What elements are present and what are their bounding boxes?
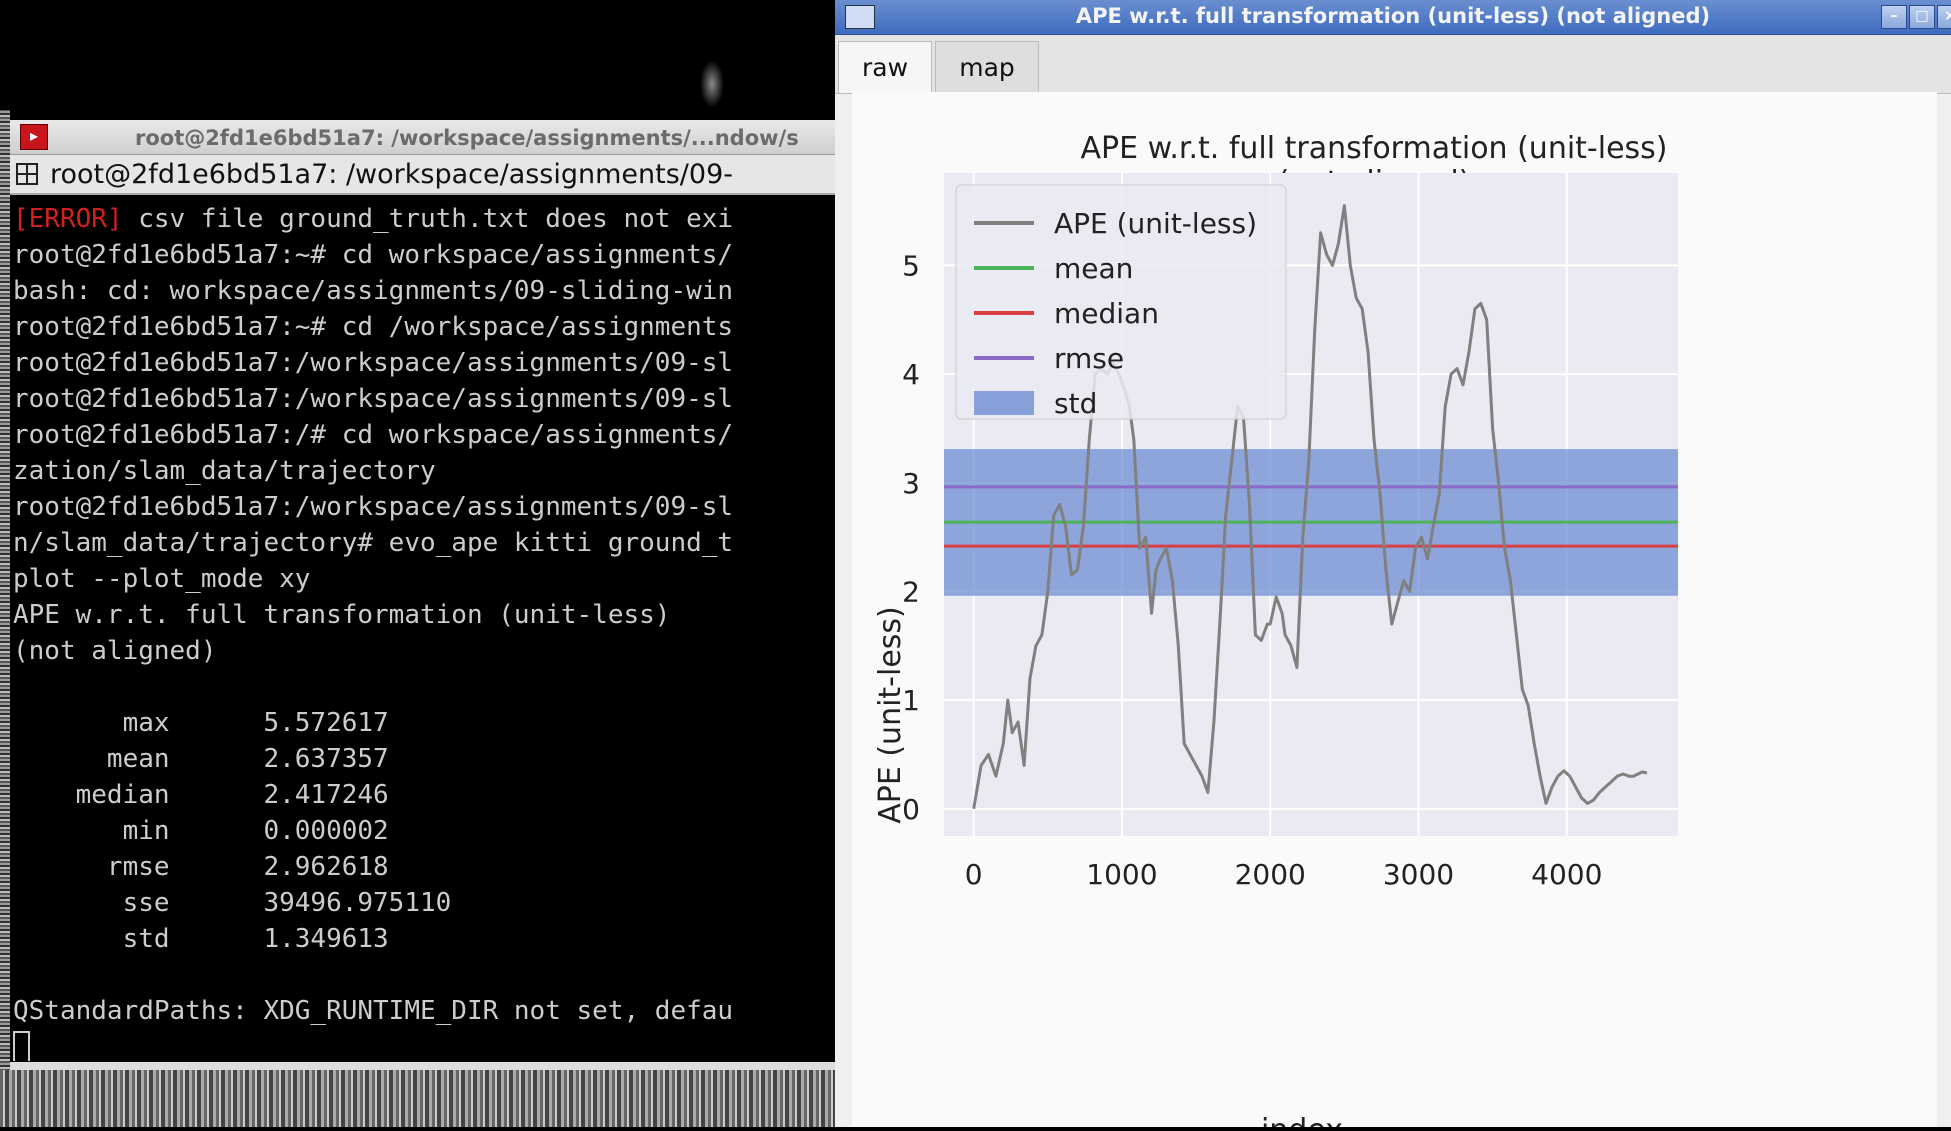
terminal-line: mean 2.637357 <box>13 741 835 777</box>
terminal-line-text: root@2fd1e6bd51a7:~# cd /workspace/assig… <box>13 312 734 342</box>
terminal-line: std 1.349613 <box>13 921 835 957</box>
grid-icon[interactable] <box>16 163 38 185</box>
terminal-line-text: sse 39496.975110 <box>13 888 452 918</box>
legend-box <box>955 184 1287 420</box>
terminal-line-text: plot --plot_mode xy <box>13 564 311 594</box>
terminal-window[interactable]: ▸ root@2fd1e6bd51a7: /workspace/assignme… <box>10 120 835 1070</box>
legend-label: rmse <box>1054 342 1124 375</box>
terminal-line-text: mean 2.637357 <box>13 744 389 774</box>
terminal-prompt-line[interactable] <box>13 1029 835 1061</box>
terminal-line: APE w.r.t. full transformation (unit-les… <box>13 597 835 633</box>
terminal-line: root@2fd1e6bd51a7:/workspace/assignments… <box>13 381 835 417</box>
chart-title: APE w.r.t. full transformation (unit-les… <box>1080 131 1667 166</box>
terminal-line-text: n/slam_data/trajectory# evo_ape kitti gr… <box>13 528 734 558</box>
terminal-line-text: bash: cd: workspace/assignments/09-slidi… <box>13 276 734 306</box>
maximize-button[interactable]: □ <box>1909 5 1935 29</box>
terminal-line-text: std 1.349613 <box>13 924 389 954</box>
legend-label: mean <box>1054 252 1133 285</box>
y-tick-label: 5 <box>902 249 920 282</box>
terminal-line: bash: cd: workspace/assignments/09-slidi… <box>13 273 835 309</box>
terminal-tab-bar[interactable]: root@2fd1e6bd51a7: /workspace/assignment… <box>10 155 835 195</box>
terminal-line: plot --plot_mode xy <box>13 561 835 597</box>
terminal-line <box>13 669 835 705</box>
terminal-line: [ERROR] csv file ground_truth.txt does n… <box>13 201 835 237</box>
ape-chart: APE w.r.t. full transformation (unit-les… <box>873 131 1678 1131</box>
terminal-tab-title[interactable]: root@2fd1e6bd51a7: /workspace/assignment… <box>50 158 734 190</box>
y-tick-label: 2 <box>902 575 920 608</box>
terminal-line: n/slam_data/trajectory# evo_ape kitti gr… <box>13 525 835 561</box>
legend-label: median <box>1054 297 1159 330</box>
plot-window-titlebar[interactable]: APE w.r.t. full transformation (unit-les… <box>835 0 1951 35</box>
close-button[interactable]: × <box>1937 5 1951 29</box>
terminal-titlebar[interactable]: ▸ root@2fd1e6bd51a7: /workspace/assignme… <box>10 120 835 155</box>
terminal-line-text: min 0.000002 <box>13 816 389 846</box>
x-tick-label: 4000 <box>1531 858 1602 891</box>
terminal-line: zation/slam_data/trajectory <box>13 453 835 489</box>
terminal-bottom-border <box>10 1062 835 1070</box>
window-menu-icon[interactable] <box>845 5 875 29</box>
terminal-line-text: (not aligned) <box>13 636 217 666</box>
y-tick-label: 0 <box>902 793 920 826</box>
terminal-line-text: median 2.417246 <box>13 780 389 810</box>
terminal-line-text: max 5.572617 <box>13 708 389 738</box>
terminal-line-text: root@2fd1e6bd51a7:~# cd workspace/assign… <box>13 240 734 270</box>
y-tick-label: 3 <box>902 467 920 500</box>
terminal-line: root@2fd1e6bd51a7:/workspace/assignments… <box>13 489 835 525</box>
terminal-line <box>13 957 835 993</box>
terminal-line: root@2fd1e6bd51a7:/# cd workspace/assign… <box>13 417 835 453</box>
plot-tab-bar: raw map <box>835 35 1951 94</box>
terminal-line: QStandardPaths: XDG_RUNTIME_DIR not set,… <box>13 993 835 1029</box>
tab-map[interactable]: map <box>935 41 1039 93</box>
terminal-line-text: root@2fd1e6bd51a7:/workspace/assignments… <box>13 492 734 522</box>
terminal-cursor[interactable] <box>13 1030 30 1061</box>
tab-raw[interactable]: raw <box>838 41 932 93</box>
terminal-line-text: zation/slam_data/trajectory <box>13 456 436 486</box>
terminal-line: rmse 2.962618 <box>13 849 835 885</box>
legend-label: std <box>1054 387 1097 420</box>
plot-window[interactable]: APE w.r.t. full transformation (unit-les… <box>835 0 1951 1131</box>
desktop-background-strip <box>0 110 10 1127</box>
terminal-line: sse 39496.975110 <box>13 885 835 921</box>
y-tick-label: 1 <box>902 684 920 717</box>
x-tick-label: 2000 <box>1235 858 1306 891</box>
desktop-background <box>700 60 724 108</box>
x-tick-label: 0 <box>965 858 983 891</box>
terminal-line-text: rmse 2.962618 <box>13 852 389 882</box>
x-tick-label: 1000 <box>1086 858 1157 891</box>
terminal-line-text: root@2fd1e6bd51a7:/workspace/assignments… <box>13 384 734 414</box>
legend-label: APE (unit-less) <box>1054 207 1257 240</box>
terminal-line: (not aligned) <box>13 633 835 669</box>
terminal-output[interactable]: [ERROR] csv file ground_truth.txt does n… <box>10 195 835 1061</box>
x-axis-label: index <box>1261 1113 1343 1127</box>
terminal-line-text: root@2fd1e6bd51a7:/workspace/assignments… <box>13 348 734 378</box>
y-axis-label: APE (unit-less) <box>873 606 908 824</box>
y-tick-label: 4 <box>902 358 920 391</box>
terminal-line: root@2fd1e6bd51a7:/workspace/assignments… <box>13 345 835 381</box>
terminal-line: root@2fd1e6bd51a7:~# cd workspace/assign… <box>13 237 835 273</box>
terminal-app-icon[interactable]: ▸ <box>20 124 48 150</box>
terminal-line-text: QStandardPaths: XDG_RUNTIME_DIR not set,… <box>13 996 734 1026</box>
terminal-line: max 5.572617 <box>13 705 835 741</box>
figure-canvas[interactable]: APE w.r.t. full transformation (unit-les… <box>852 92 1937 1131</box>
terminal-line: root@2fd1e6bd51a7:~# cd /workspace/assig… <box>13 309 835 345</box>
terminal-title: root@2fd1e6bd51a7: /workspace/assignment… <box>135 126 799 150</box>
terminal-line-text: APE w.r.t. full transformation (unit-les… <box>13 600 671 630</box>
terminal-line: min 0.000002 <box>13 813 835 849</box>
x-tick-label: 3000 <box>1383 858 1454 891</box>
chart-legend: APE (unit-less) mean median rmse std <box>955 184 1287 420</box>
terminal-line-text: root@2fd1e6bd51a7:/# cd workspace/assign… <box>13 420 734 450</box>
terminal-line: median 2.417246 <box>13 777 835 813</box>
legend-swatch-std <box>974 391 1034 415</box>
desktop-background-strip <box>0 1070 835 1127</box>
terminal-line-text: csv file ground_truth.txt does not exi <box>122 204 734 234</box>
error-tag: [ERROR] <box>13 204 123 234</box>
plot-window-title: APE w.r.t. full transformation (unit-les… <box>1075 4 1711 28</box>
minimize-button[interactable]: – <box>1881 5 1907 29</box>
